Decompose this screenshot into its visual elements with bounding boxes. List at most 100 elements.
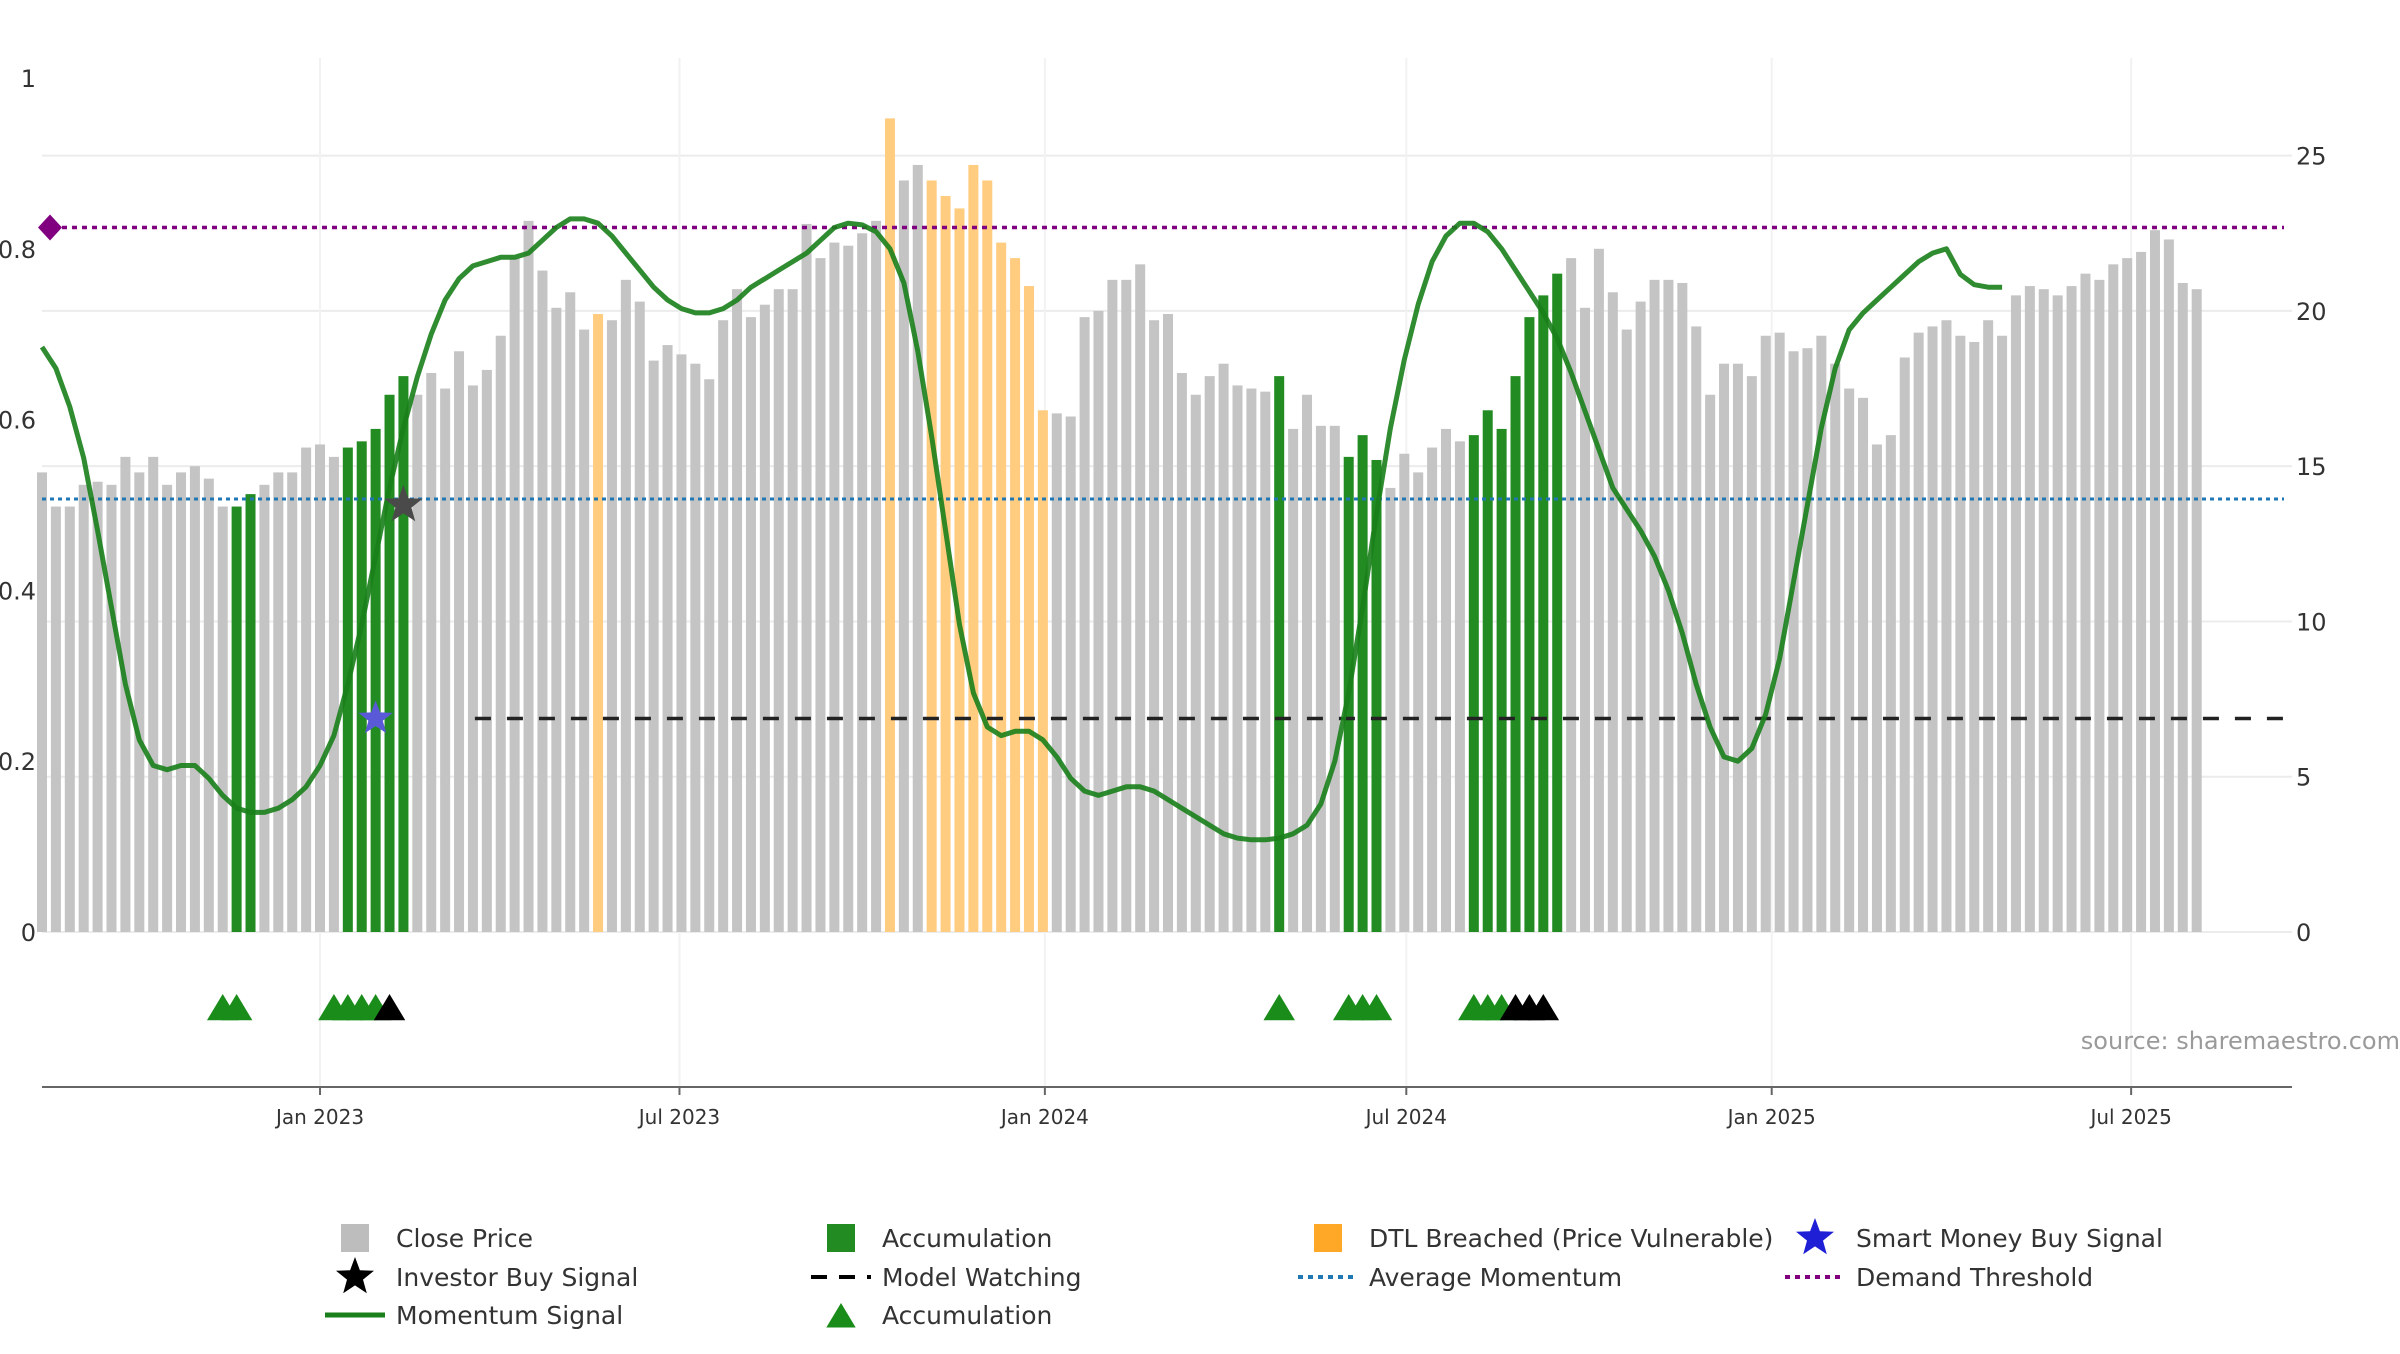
close-price-bar (2094, 279, 2105, 932)
accumulation-marker (1360, 994, 1393, 1021)
x-axis-tick-label: Jan 2023 (274, 1105, 364, 1129)
close-price-bar (676, 354, 687, 932)
legend-label: DTL Breached (Price Vulnerable) (1369, 1224, 1773, 1253)
close-price-bar (315, 444, 326, 932)
close-price-bar (1190, 394, 1201, 933)
close-price-bar (50, 506, 61, 932)
accumulation-bar (245, 494, 256, 932)
close-price-bar (509, 258, 520, 933)
close-price-bar (1454, 441, 1465, 932)
legend-item: DTL Breached (Price Vulnerable) (1314, 1224, 1773, 1253)
close-price-bar (565, 292, 576, 932)
close-price-bar (301, 447, 312, 932)
legend-item: Model Watching (811, 1263, 1082, 1292)
close-price-bar (537, 270, 548, 932)
close-price-bar (1204, 376, 1215, 932)
close-price-bar (620, 279, 631, 932)
right-axis-tick-label: 20 (2296, 298, 2327, 326)
close-price-bar (92, 481, 103, 932)
close-price-bar (1260, 391, 1271, 933)
close-price-bar (1677, 282, 1688, 933)
legend-item: Accumulation (826, 1301, 1052, 1330)
close-price-bar (1107, 279, 1118, 932)
smart-money-buy-signal-star (358, 700, 393, 734)
close-price-bar (1246, 388, 1257, 933)
close-price-bar (829, 242, 840, 932)
close-price-bar (495, 335, 506, 933)
close-price-bar (773, 289, 784, 932)
close-price-bar (704, 379, 715, 932)
close-price-bar (1705, 394, 1716, 933)
legend-swatch-square (1314, 1224, 1342, 1252)
accumulation-bar (1468, 435, 1479, 932)
dtl-breached-bar (940, 196, 951, 933)
close-price-bar (1135, 264, 1146, 932)
close-price-bar (426, 373, 437, 932)
close-price-bar (732, 289, 743, 932)
close-price-bar (106, 484, 117, 932)
close-price-bar (203, 478, 214, 932)
close-price-bar (857, 233, 868, 933)
close-price-bar (1162, 314, 1173, 933)
close-price-bar (259, 484, 270, 932)
close-price-bar (2024, 286, 2035, 933)
close-price-bar (1844, 388, 1855, 933)
close-price-bar (1913, 332, 1924, 932)
accumulation-marker (1263, 994, 1295, 1021)
accumulation-markers (206, 994, 1560, 1021)
close-price-bar (2108, 264, 2119, 932)
legend-label: Model Watching (882, 1263, 1082, 1292)
close-price-bar (871, 220, 882, 933)
close-price-bar (176, 472, 187, 932)
left-axis-tick-label: 1 (21, 65, 36, 93)
close-price-bar (1788, 351, 1799, 932)
x-axis-tick-label: Jul 2023 (637, 1105, 720, 1129)
close-price-bar (745, 317, 756, 932)
close-price-bar (454, 351, 465, 932)
close-price-bar (2163, 239, 2174, 932)
close-price-bar (843, 245, 854, 932)
dtl-breached-bar (1037, 410, 1048, 932)
dtl-breached-bar (593, 314, 604, 933)
close-price-bar (1149, 320, 1160, 932)
legend-swatch-square (341, 1224, 369, 1252)
close-price-bar (1399, 453, 1410, 932)
close-price-bar (2177, 282, 2188, 933)
accumulation-marker (220, 994, 253, 1021)
right-axis-tick-label: 0 (2296, 919, 2311, 947)
close-price-bar (1941, 320, 1952, 932)
accumulation-bar (231, 506, 242, 932)
close-price-bar (1093, 310, 1104, 933)
close-price-bar (662, 345, 673, 932)
legend-label: Investor Buy Signal (396, 1263, 638, 1292)
accumulation-bar (370, 428, 381, 932)
legend-item: Average Momentum (1298, 1263, 1622, 1292)
accumulation-bar (1538, 295, 1549, 932)
legend-label: Accumulation (882, 1224, 1052, 1253)
legend-item: Investor Buy Signal (336, 1257, 638, 1294)
close-price-bar (1732, 363, 1743, 933)
close-price-bar (1427, 447, 1438, 932)
close-price-bar (1413, 472, 1424, 932)
right-axis-tick-label: 10 (2296, 608, 2327, 636)
close-price-bar (1121, 279, 1132, 932)
left-axis-tick-label: 0.4 (0, 577, 36, 605)
legend-item: Momentum Signal (325, 1301, 623, 1330)
close-price-bar (1719, 363, 1730, 933)
close-price-bar (1816, 335, 1827, 933)
source-note: source: sharemaestro.com (2081, 1027, 2400, 1055)
legend-item: Demand Threshold (1785, 1263, 2093, 1292)
buy-signals (358, 485, 423, 734)
close-price-bar (64, 506, 75, 932)
close-price-bar (2066, 286, 2077, 933)
legend-item: Smart Money Buy Signal (1796, 1218, 2163, 1255)
close-price-bar (2149, 230, 2160, 933)
close-price-bar (1663, 279, 1674, 932)
close-price-bar (648, 360, 659, 932)
price-bars (36, 118, 2202, 933)
legend-swatch-square (827, 1224, 855, 1252)
dtl-breached-bar (996, 242, 1007, 932)
close-price-bar (78, 484, 89, 932)
close-price-bar (1983, 320, 1994, 932)
close-price-bar (189, 466, 200, 932)
